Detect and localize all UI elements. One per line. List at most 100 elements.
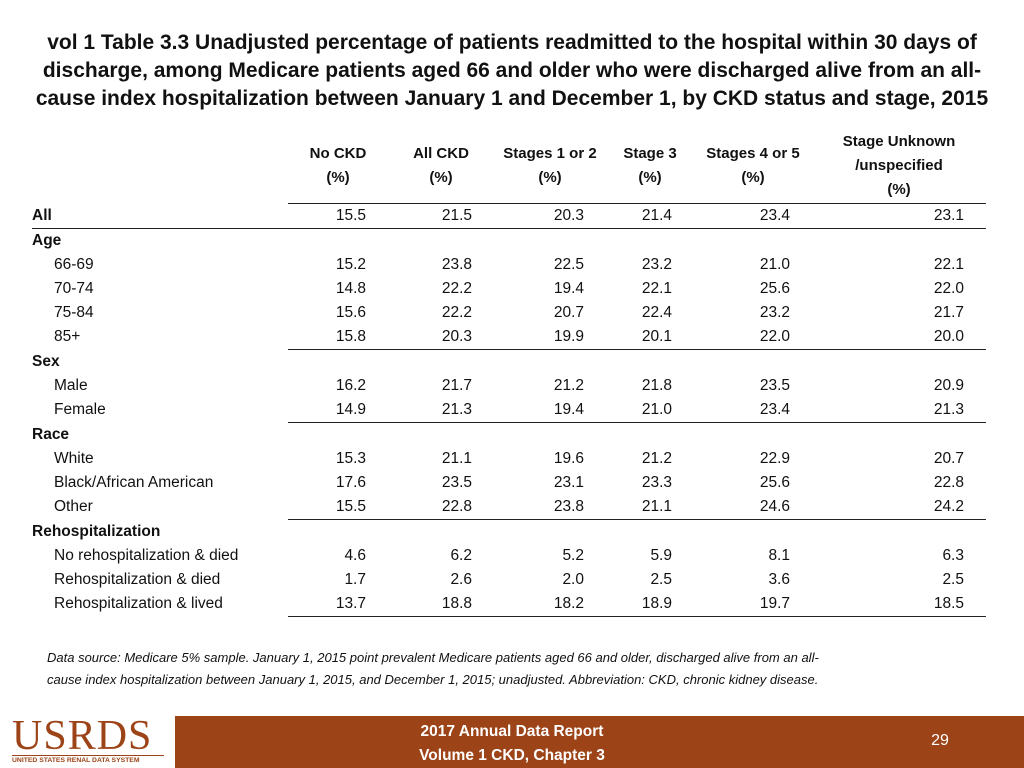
value-cell: 19.9 — [494, 325, 606, 350]
value-cell: 24.2 — [812, 495, 986, 520]
value-cell: 20.7 — [933, 450, 964, 467]
value-cell: 21.2 — [553, 377, 584, 394]
column-header-text: Stage Unknown — [842, 133, 956, 150]
value-cell: 24.6 — [694, 495, 812, 520]
row-label: 75-84 — [54, 304, 94, 321]
column-header-text: All CKD — [413, 145, 469, 162]
value-cell: 22.0 — [694, 325, 812, 350]
row-label: 85+ — [54, 328, 81, 346]
value-cell: 18.2 — [494, 592, 606, 617]
empty-cell — [694, 520, 812, 545]
group-label: Sex — [32, 352, 60, 370]
value-cell: 23.5 — [759, 377, 790, 394]
group-label: Race — [32, 425, 70, 443]
value-cell: 22.1 — [933, 256, 964, 273]
logo-wordmark: USRDS — [12, 713, 153, 759]
row-label: White — [54, 450, 94, 467]
value-cell: 22.9 — [759, 450, 790, 467]
value-cell: 23.8 — [494, 495, 606, 520]
value-cell: 15.8 — [288, 325, 388, 350]
value-cell: 21.1 — [441, 450, 472, 467]
table-row: 66-69 15.2 23.8 22.5 23.2 21.0 22.1 — [32, 253, 986, 277]
empty-cell — [606, 520, 694, 545]
empty-cell — [812, 520, 986, 545]
column-header-stage-unknown: Stage Unknown /unspecified (%) — [812, 129, 986, 204]
value-cell: 22.8 — [933, 474, 964, 491]
value-cell: 2.5 — [650, 571, 672, 588]
table-row: Rehospitalization & died 1.7 2.6 2.0 2.5 3.6 2… — [32, 568, 986, 592]
group-header-row: Age — [32, 229, 986, 254]
value-cell: 21.7 — [441, 377, 472, 394]
value-cell: 15.5 — [288, 495, 388, 520]
value-cell: 6.2 — [450, 547, 472, 564]
value-cell: 5.2 — [562, 547, 584, 564]
column-header-stages-1-2: Stages 1 or 2 (%) — [494, 129, 606, 204]
column-header-unit: (%) — [538, 169, 562, 186]
value-cell: 22.1 — [641, 280, 672, 297]
value-cell: 15.5 — [288, 203, 388, 229]
value-cell: 23.5 — [441, 474, 472, 491]
value-cell: 15.2 — [335, 256, 366, 273]
usrds-logo: USRDS UNITED STATES RENAL DATA SYSTEM — [0, 713, 175, 768]
value-cell: 25.6 — [759, 474, 790, 491]
value-cell: 20.7 — [553, 304, 584, 321]
table-body: All 15.5 21.5 20.3 21.4 23.4 23.1 Age 66-69 15.2 2… — [32, 203, 986, 617]
empty-cell — [812, 423, 986, 448]
value-cell: 23.4 — [694, 203, 812, 229]
value-cell: 21.4 — [606, 203, 694, 229]
value-cell: 13.7 — [288, 592, 388, 617]
value-cell: 18.5 — [812, 592, 986, 617]
column-header-text: Stage 3 — [623, 145, 677, 162]
value-cell: 21.5 — [388, 203, 494, 229]
row-label: All — [32, 203, 288, 229]
value-cell: 5.9 — [650, 547, 672, 564]
value-cell: 22.4 — [641, 304, 672, 321]
value-cell: 23.2 — [641, 256, 672, 273]
value-cell: 21.0 — [606, 398, 694, 423]
column-header-text: Stages 4 or 5 — [706, 145, 800, 162]
column-header-no-ckd: No CKD (%) — [288, 129, 388, 204]
row-label: Black/African American — [54, 474, 214, 491]
table-row-all: All 15.5 21.5 20.3 21.4 23.4 23.1 — [32, 203, 986, 229]
data-source-note: Data source: Medicare 5% sample. January… — [47, 647, 987, 691]
value-cell: 20.0 — [812, 325, 986, 350]
value-cell: 22.5 — [553, 256, 584, 273]
column-header-stages-4-5: Stages 4 or 5 (%) — [694, 129, 812, 204]
value-cell: 14.9 — [288, 398, 388, 423]
value-cell: 19.7 — [694, 592, 812, 617]
value-cell: 15.3 — [335, 450, 366, 467]
title-line-2: discharge, among Medicare patients aged … — [42, 59, 982, 82]
row-label: Rehospitalization & lived — [54, 595, 223, 613]
page-number: 29 — [931, 732, 949, 749]
logo-subtitle: UNITED STATES RENAL DATA SYSTEM — [12, 755, 164, 765]
group-header-row: Rehospitalization — [32, 520, 986, 545]
group-label: Age — [32, 232, 62, 249]
value-cell: 15.6 — [335, 304, 366, 321]
row-label: Male — [54, 377, 88, 394]
value-cell: 23.3 — [641, 474, 672, 491]
value-cell: 18.9 — [606, 592, 694, 617]
column-header-unit: (%) — [887, 181, 911, 198]
readmission-table: No CKD (%) All CKD (%) Stages 1 or 2 (%)… — [32, 129, 986, 617]
row-label: No rehospitalization & died — [54, 547, 239, 564]
column-header-text: Stages 1 or 2 — [503, 145, 597, 162]
value-cell: 2.5 — [942, 571, 964, 588]
value-cell: 21.2 — [641, 450, 672, 467]
value-cell: 22.2 — [441, 280, 472, 297]
table-row: No rehospitalization & died 4.6 6.2 5.2 5.9 8… — [32, 544, 986, 568]
column-header-unit: (%) — [741, 169, 765, 186]
empty-cell — [388, 520, 494, 545]
table-row: 85+ 15.8 20.3 19.9 20.1 22.0 20.0 — [32, 325, 986, 350]
value-cell: 20.1 — [606, 325, 694, 350]
table-row: White 15.3 21.1 19.6 21.2 22.9 20.7 — [32, 447, 986, 471]
column-header-text: No CKD — [309, 145, 367, 162]
value-cell: 2.0 — [562, 571, 584, 588]
value-cell: 21.3 — [388, 398, 494, 423]
empty-cell — [494, 350, 606, 375]
table-row: Male 16.2 21.7 21.2 21.8 23.5 20.9 — [32, 374, 986, 398]
empty-cell — [288, 229, 388, 254]
value-cell: 22.0 — [933, 280, 964, 297]
row-label: 66-69 — [54, 256, 94, 273]
value-cell: 21.7 — [933, 304, 964, 321]
value-cell: 20.3 — [494, 203, 606, 229]
